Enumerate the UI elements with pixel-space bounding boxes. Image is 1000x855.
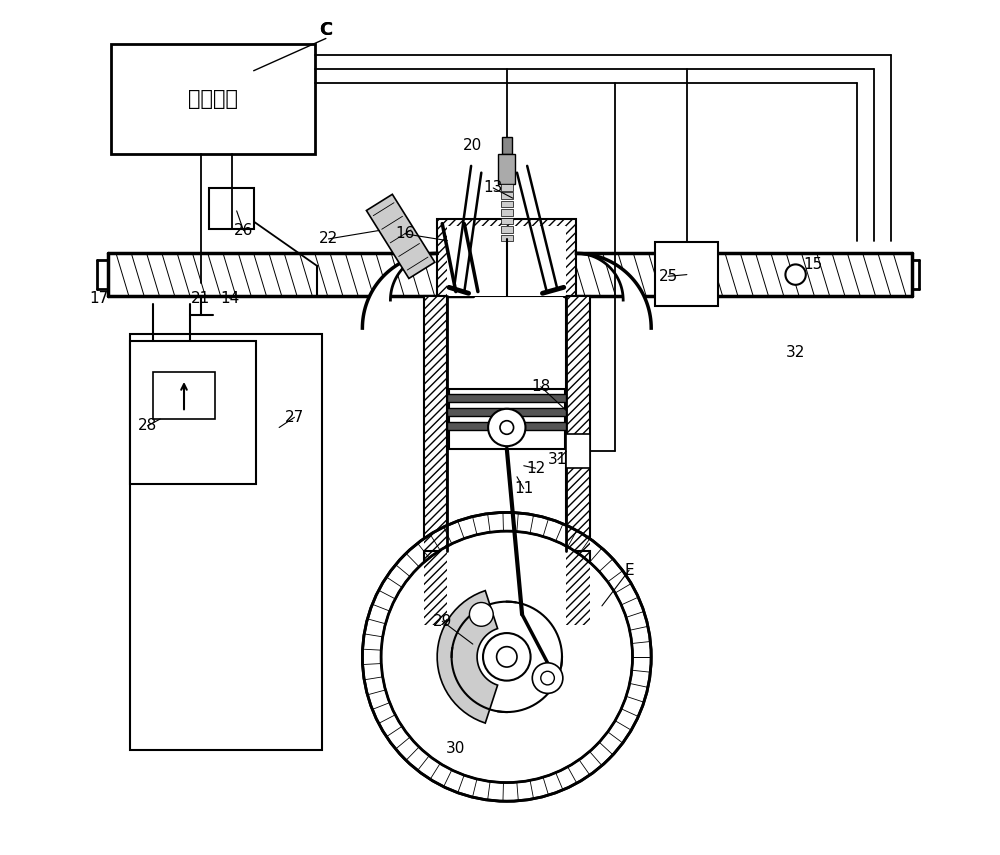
Bar bbox=[501, 201, 513, 208]
Bar bbox=[566, 296, 590, 551]
Bar bbox=[501, 234, 513, 241]
Bar bbox=[130, 341, 256, 484]
Text: 控制单元: 控制单元 bbox=[188, 89, 238, 109]
Text: 18: 18 bbox=[531, 380, 550, 394]
Bar bbox=[130, 334, 322, 751]
Bar bbox=[437, 220, 576, 296]
Circle shape bbox=[497, 646, 517, 667]
Text: 31: 31 bbox=[548, 452, 567, 468]
Text: 26: 26 bbox=[234, 223, 253, 238]
Text: 28: 28 bbox=[138, 418, 157, 433]
Text: 21: 21 bbox=[191, 291, 211, 306]
Bar bbox=[566, 434, 590, 469]
Bar bbox=[111, 44, 315, 154]
Text: 12: 12 bbox=[526, 461, 545, 475]
Text: E: E bbox=[624, 563, 634, 578]
Text: C: C bbox=[319, 21, 332, 39]
Bar bbox=[502, 137, 512, 154]
Circle shape bbox=[488, 409, 525, 446]
Circle shape bbox=[362, 512, 651, 801]
Circle shape bbox=[483, 633, 531, 681]
Bar bbox=[655, 242, 718, 306]
Bar bbox=[424, 296, 447, 551]
Circle shape bbox=[532, 663, 563, 693]
Text: 25: 25 bbox=[659, 268, 678, 284]
Text: 13: 13 bbox=[484, 180, 503, 196]
Bar bbox=[447, 408, 566, 416]
Bar bbox=[153, 372, 215, 419]
Bar bbox=[447, 393, 566, 402]
Bar bbox=[501, 209, 513, 216]
Text: 27: 27 bbox=[285, 410, 304, 425]
Bar bbox=[449, 389, 565, 449]
Text: 29: 29 bbox=[433, 614, 452, 628]
Circle shape bbox=[500, 421, 514, 434]
Circle shape bbox=[469, 603, 493, 626]
Polygon shape bbox=[437, 591, 498, 723]
Polygon shape bbox=[366, 194, 435, 279]
Text: 17: 17 bbox=[89, 291, 109, 306]
Bar bbox=[437, 220, 576, 296]
Text: 14: 14 bbox=[220, 291, 240, 306]
Text: 16: 16 bbox=[395, 227, 415, 241]
Polygon shape bbox=[576, 253, 651, 328]
Bar bbox=[498, 154, 515, 184]
Text: 11: 11 bbox=[514, 481, 533, 496]
Bar bbox=[501, 218, 513, 225]
Bar bbox=[566, 551, 590, 625]
Text: 32: 32 bbox=[786, 345, 805, 360]
Circle shape bbox=[785, 264, 806, 285]
Bar bbox=[501, 192, 513, 199]
Text: C: C bbox=[319, 21, 332, 39]
Bar bbox=[447, 422, 566, 430]
Text: 20: 20 bbox=[463, 138, 482, 153]
Bar bbox=[566, 296, 590, 551]
Bar bbox=[209, 188, 254, 229]
Bar bbox=[501, 227, 513, 233]
Circle shape bbox=[541, 671, 554, 685]
Bar bbox=[566, 551, 590, 625]
Polygon shape bbox=[362, 253, 437, 328]
Bar bbox=[424, 551, 447, 625]
Bar bbox=[501, 184, 513, 191]
Text: 22: 22 bbox=[319, 232, 338, 246]
Bar bbox=[424, 296, 447, 551]
Text: 30: 30 bbox=[446, 741, 466, 756]
Bar bbox=[424, 551, 447, 625]
Circle shape bbox=[381, 531, 633, 782]
Bar bbox=[447, 227, 566, 296]
Text: 15: 15 bbox=[803, 256, 822, 272]
